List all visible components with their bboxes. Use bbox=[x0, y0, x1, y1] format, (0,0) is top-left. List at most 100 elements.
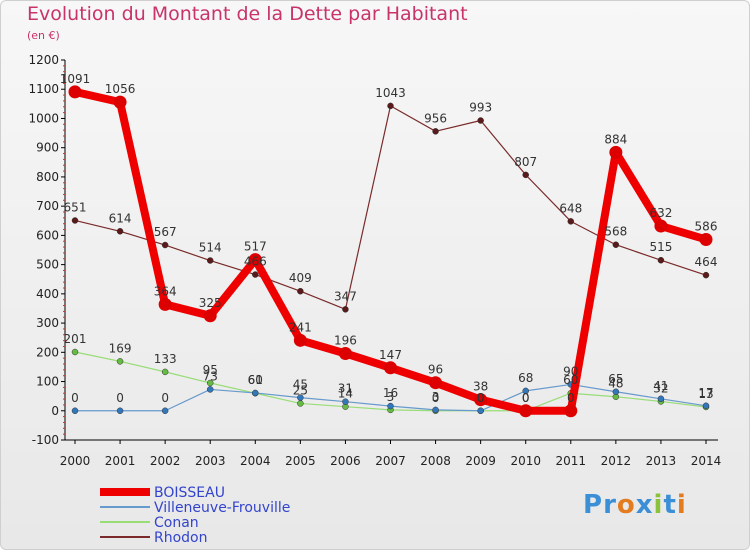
data-label: 586 bbox=[695, 219, 718, 233]
series-point bbox=[609, 145, 623, 159]
data-label: 14 bbox=[338, 387, 353, 401]
series-point bbox=[203, 309, 217, 323]
x-tick-label: 2001 bbox=[105, 454, 136, 468]
series-point bbox=[116, 407, 124, 415]
y-tick-label: 600 bbox=[36, 228, 59, 242]
x-tick-label: 2008 bbox=[420, 454, 451, 468]
series-point bbox=[161, 241, 169, 249]
y-tick-label: 1000 bbox=[28, 111, 59, 125]
series-point bbox=[384, 361, 397, 375]
data-label: 1056 bbox=[105, 82, 136, 96]
series-point bbox=[702, 402, 710, 410]
data-label: 201 bbox=[64, 332, 87, 346]
data-label: 514 bbox=[199, 241, 222, 255]
data-label: 38 bbox=[473, 380, 488, 394]
series-point bbox=[252, 271, 259, 278]
data-label: 0 bbox=[522, 391, 530, 405]
series-point bbox=[252, 389, 259, 397]
data-label: 648 bbox=[559, 201, 582, 215]
data-label: 60 bbox=[563, 373, 578, 387]
data-label: 73 bbox=[203, 369, 218, 383]
series-point bbox=[248, 253, 262, 267]
data-label: 133 bbox=[154, 352, 177, 366]
data-label: 0 bbox=[161, 391, 169, 405]
data-label: 25 bbox=[293, 383, 308, 397]
data-label: 464 bbox=[695, 255, 718, 269]
series-point bbox=[293, 333, 307, 347]
y-tick-label: 300 bbox=[36, 316, 59, 330]
x-tick-label: 2013 bbox=[646, 454, 677, 468]
y-tick-label: 800 bbox=[36, 170, 59, 184]
series-point bbox=[567, 218, 575, 225]
x-tick-label: 2010 bbox=[510, 454, 541, 468]
series-point bbox=[612, 388, 620, 396]
series-point bbox=[116, 228, 124, 235]
series-point bbox=[429, 376, 443, 390]
series-point bbox=[522, 171, 529, 179]
series-point bbox=[71, 217, 79, 224]
data-label: 196 bbox=[334, 333, 357, 347]
data-label: 95 bbox=[203, 363, 218, 377]
x-tick-label: 2005 bbox=[285, 454, 316, 468]
data-label: 466 bbox=[244, 255, 267, 269]
x-tick-label: 2009 bbox=[465, 454, 496, 468]
data-label: 32 bbox=[653, 381, 668, 395]
data-label: 3 bbox=[432, 390, 440, 404]
x-tick-label: 2006 bbox=[330, 454, 361, 468]
data-label: 0 bbox=[477, 391, 485, 405]
legend-label: BOISSEAU bbox=[154, 485, 225, 501]
series-point bbox=[342, 306, 349, 313]
data-label: 347 bbox=[334, 289, 357, 303]
x-tick-label: 2011 bbox=[556, 454, 587, 468]
data-label: 1043 bbox=[375, 86, 406, 100]
series-point bbox=[68, 85, 82, 99]
data-labels: 6516145675144664093471043956993807648568… bbox=[60, 72, 718, 405]
x-tick-label: 2012 bbox=[601, 454, 632, 468]
data-label: 241 bbox=[289, 320, 312, 334]
series-point bbox=[657, 395, 665, 403]
data-label: 515 bbox=[649, 240, 672, 254]
y-tick-label: 100 bbox=[36, 375, 59, 389]
data-label: 0 bbox=[567, 391, 575, 405]
y-tick-label: 500 bbox=[36, 258, 59, 272]
unit-label: (en €) bbox=[27, 29, 60, 42]
data-label: 568 bbox=[604, 225, 627, 239]
data-label: 0 bbox=[432, 391, 440, 405]
series-point bbox=[432, 406, 439, 414]
brand-logo: Proxiti bbox=[583, 490, 687, 520]
series-point bbox=[158, 297, 172, 311]
data-label: 41 bbox=[653, 379, 668, 393]
data-label: 60 bbox=[248, 373, 263, 387]
y-tick-label: 1100 bbox=[28, 82, 59, 96]
y-tick-label: 900 bbox=[36, 141, 59, 155]
data-label: 90 bbox=[563, 364, 578, 378]
series-point bbox=[161, 368, 169, 376]
series-point bbox=[113, 95, 127, 109]
series-point bbox=[477, 407, 484, 415]
series-point bbox=[116, 358, 124, 365]
series-point bbox=[297, 394, 304, 401]
legend-label: Conan bbox=[154, 515, 199, 531]
data-label: 17 bbox=[698, 386, 713, 400]
x-tick-label: 2004 bbox=[240, 454, 271, 468]
series-point bbox=[477, 117, 484, 124]
data-label: 0 bbox=[522, 391, 530, 405]
data-label: 65 bbox=[608, 372, 623, 386]
data-label: 68 bbox=[518, 371, 533, 385]
data-label: 13 bbox=[698, 387, 713, 401]
data-label: 0 bbox=[116, 391, 124, 405]
series-point bbox=[206, 379, 214, 387]
y-tick-label: 200 bbox=[36, 345, 59, 359]
data-label: 45 bbox=[293, 378, 308, 392]
series-point bbox=[338, 346, 352, 360]
x-tick-label: 2000 bbox=[60, 454, 91, 468]
data-label: 884 bbox=[604, 132, 627, 146]
series-point bbox=[206, 257, 214, 264]
legend-label: Villeneuve-Frouville bbox=[154, 500, 290, 516]
series-point bbox=[699, 232, 713, 246]
series-point bbox=[387, 102, 394, 110]
data-label: 169 bbox=[109, 341, 132, 355]
data-label: 0 bbox=[71, 391, 79, 405]
